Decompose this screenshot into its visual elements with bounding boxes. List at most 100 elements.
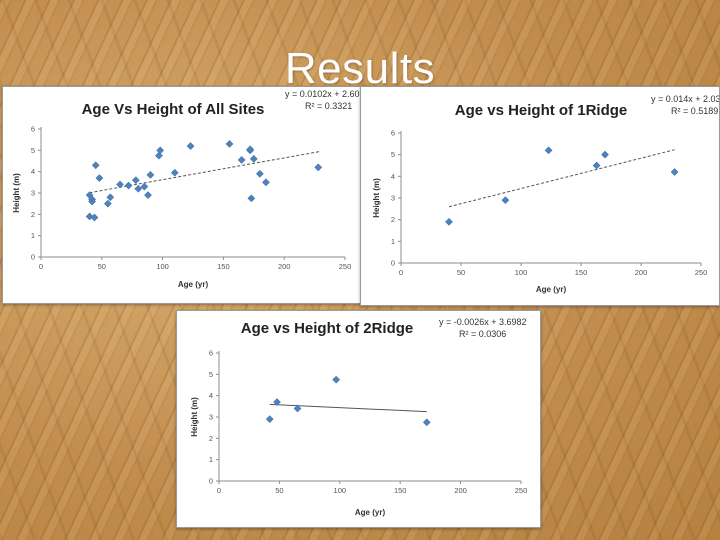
data-point bbox=[116, 180, 124, 189]
x-tick-label: 100 bbox=[334, 486, 347, 495]
x-tick-label: 50 bbox=[98, 262, 106, 271]
y-axis-label: Height (m) bbox=[190, 397, 199, 437]
y-tick-label: 1 bbox=[391, 237, 395, 246]
data-point bbox=[156, 146, 165, 155]
chart-title: Age Vs Height of All Sites bbox=[82, 101, 265, 118]
x-tick-label: 200 bbox=[635, 268, 648, 277]
r-squared: R² = 0.3321 bbox=[305, 101, 352, 111]
y-tick-label: 3 bbox=[209, 413, 213, 422]
data-point bbox=[237, 155, 246, 164]
chart-panel-2ridge: y = -0.0026x + 3.6982 R² = 0.0306 Age vs H… bbox=[176, 310, 541, 528]
data-point bbox=[103, 199, 112, 208]
y-tick-label: 0 bbox=[391, 259, 395, 268]
data-point bbox=[246, 145, 255, 154]
x-tick-label: 250 bbox=[515, 486, 528, 495]
y-tick-label: 3 bbox=[391, 194, 395, 203]
data-point bbox=[592, 161, 601, 170]
data-point bbox=[88, 197, 97, 206]
x-tick-label: 250 bbox=[695, 268, 708, 277]
y-tick-label: 6 bbox=[209, 349, 213, 358]
trend-line bbox=[89, 150, 321, 194]
y-tick-label: 4 bbox=[31, 167, 35, 176]
y-tick-label: 5 bbox=[31, 146, 35, 155]
x-tick-label: 200 bbox=[454, 486, 467, 495]
y-tick-label: 5 bbox=[391, 150, 395, 159]
slide-title: Results bbox=[284, 44, 436, 93]
data-point bbox=[91, 161, 100, 170]
chart-1ridge: y = 0.014x + 2.0374 R² = 0.5189 Age vs Hei… bbox=[372, 94, 719, 294]
data-point bbox=[131, 176, 140, 185]
x-tick-label: 0 bbox=[217, 486, 221, 495]
x-tick-label: 150 bbox=[217, 262, 230, 271]
y-tick-label: 2 bbox=[391, 215, 395, 224]
x-axis-label: Age (yr) bbox=[178, 280, 209, 289]
y-tick-label: 4 bbox=[391, 172, 395, 181]
y-tick-label: 5 bbox=[209, 370, 213, 379]
data-point bbox=[445, 217, 453, 226]
data-point bbox=[293, 404, 302, 413]
data-point bbox=[106, 193, 115, 202]
y-tick-label: 2 bbox=[31, 210, 35, 219]
data-point bbox=[670, 168, 679, 176]
trend-equation: y = 0.0102x + 2.6055 bbox=[285, 89, 367, 99]
data-point bbox=[314, 163, 323, 172]
y-tick-label: 2 bbox=[209, 434, 213, 443]
data-point bbox=[170, 168, 179, 177]
data-point bbox=[501, 196, 510, 205]
chart-panel-1ridge: y = 0.014x + 2.0374 R² = 0.5189 Age vs Hei… bbox=[360, 86, 720, 306]
x-axis-label: Age (yr) bbox=[355, 508, 386, 517]
y-axis-label: Height (m) bbox=[372, 178, 381, 218]
data-point bbox=[247, 194, 256, 203]
y-tick-label: 6 bbox=[31, 125, 35, 134]
x-tick-label: 0 bbox=[399, 268, 403, 277]
trend-line bbox=[448, 149, 675, 208]
data-point bbox=[265, 415, 274, 424]
trend-line bbox=[269, 403, 427, 413]
chart-2ridge: y = -0.0026x + 3.6982 R² = 0.0306 Age vs H… bbox=[190, 317, 528, 517]
x-tick-label: 50 bbox=[457, 268, 465, 277]
data-point bbox=[124, 181, 133, 190]
chart-panel-all-sites: y = 0.0102x + 2.6055 R² = 0.3321 Age Vs He… bbox=[2, 86, 368, 304]
data-point bbox=[186, 142, 195, 151]
x-tick-label: 150 bbox=[575, 268, 588, 277]
data-point bbox=[225, 139, 234, 148]
data-point bbox=[154, 151, 163, 160]
data-point bbox=[255, 169, 264, 178]
data-point bbox=[332, 375, 341, 384]
x-tick-label: 100 bbox=[156, 262, 169, 271]
x-tick-label: 250 bbox=[339, 262, 352, 271]
trend-equation: y = 0.014x + 2.0374 bbox=[651, 94, 719, 104]
data-point bbox=[146, 170, 155, 179]
data-point bbox=[134, 184, 143, 193]
x-tick-label: 150 bbox=[394, 486, 407, 495]
x-tick-label: 50 bbox=[275, 486, 283, 495]
data-point bbox=[85, 212, 94, 221]
y-tick-label: 1 bbox=[209, 455, 213, 464]
r-squared: R² = 0.0306 bbox=[459, 329, 506, 339]
x-axis-label: Age (yr) bbox=[536, 285, 567, 294]
y-tick-label: 1 bbox=[31, 231, 35, 240]
y-tick-label: 3 bbox=[31, 189, 35, 198]
data-point bbox=[273, 398, 281, 407]
data-point bbox=[95, 174, 104, 183]
data-point bbox=[90, 213, 99, 222]
chart-title: Age vs Height of 1Ridge bbox=[455, 102, 628, 119]
chart-title: Age vs Height of 2Ridge bbox=[241, 320, 414, 337]
data-point bbox=[544, 146, 553, 155]
y-tick-label: 6 bbox=[391, 129, 395, 138]
y-tick-label: 4 bbox=[209, 391, 213, 400]
x-tick-label: 0 bbox=[39, 262, 43, 271]
r-squared: R² = 0.5189 bbox=[671, 106, 718, 116]
chart-all-sites: y = 0.0102x + 2.6055 R² = 0.3321 Age Vs He… bbox=[12, 89, 367, 289]
trend-equation: y = -0.0026x + 3.6982 bbox=[439, 317, 527, 327]
data-point bbox=[249, 154, 258, 163]
y-axis-label: Height (m) bbox=[12, 173, 21, 213]
data-point bbox=[144, 191, 152, 200]
x-tick-label: 100 bbox=[515, 268, 528, 277]
y-tick-label: 0 bbox=[31, 253, 35, 262]
data-point bbox=[422, 418, 431, 427]
x-tick-label: 200 bbox=[278, 262, 291, 271]
data-point bbox=[601, 150, 609, 159]
data-point bbox=[140, 182, 149, 191]
data-point bbox=[262, 178, 270, 187]
